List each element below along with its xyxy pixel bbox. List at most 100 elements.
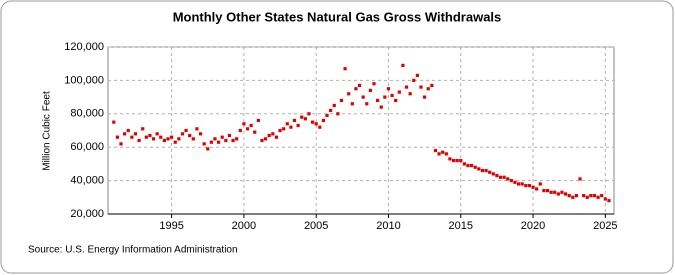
point <box>513 180 517 184</box>
point <box>596 195 600 199</box>
point <box>336 112 340 116</box>
point <box>216 140 221 144</box>
point <box>567 194 571 198</box>
point <box>191 137 195 141</box>
point <box>365 102 369 106</box>
point <box>589 194 593 198</box>
point <box>238 128 242 133</box>
point <box>123 132 127 136</box>
point <box>296 123 300 128</box>
point <box>473 165 477 169</box>
x-tick-label: 2015 <box>449 220 473 232</box>
point <box>231 138 235 143</box>
point <box>224 138 228 143</box>
point <box>455 158 459 163</box>
point <box>520 182 524 186</box>
point <box>274 135 279 139</box>
point <box>321 118 326 123</box>
point <box>133 132 138 136</box>
point <box>347 92 351 96</box>
point <box>209 140 213 144</box>
x-tick-label: 2025 <box>593 220 617 232</box>
point <box>531 185 535 189</box>
point <box>412 78 416 82</box>
point <box>538 182 542 186</box>
point <box>227 133 232 138</box>
point <box>535 187 539 191</box>
point <box>303 117 307 121</box>
point <box>112 120 116 124</box>
point <box>253 130 257 134</box>
point <box>307 112 311 116</box>
point <box>195 127 199 131</box>
point <box>545 189 550 193</box>
point <box>600 194 604 198</box>
point <box>256 118 260 123</box>
x-tick-label: 1995 <box>159 220 183 232</box>
point <box>289 125 293 129</box>
y-tick-label: 60,000 <box>70 141 104 153</box>
point <box>148 133 152 138</box>
point <box>173 140 177 144</box>
point <box>141 127 145 131</box>
point <box>560 190 564 194</box>
point <box>578 177 582 181</box>
point <box>318 125 322 129</box>
point <box>509 179 513 183</box>
point <box>260 138 264 143</box>
point <box>592 194 597 198</box>
point <box>357 83 362 88</box>
point <box>354 87 358 91</box>
point <box>235 137 239 141</box>
point <box>524 184 528 188</box>
point <box>542 189 546 193</box>
point <box>430 83 434 88</box>
point <box>498 175 503 179</box>
point <box>115 135 119 139</box>
x-tick-label: 2005 <box>304 220 328 232</box>
point <box>495 173 499 178</box>
point <box>376 98 380 103</box>
point <box>159 135 163 139</box>
point <box>394 98 398 103</box>
point <box>571 195 575 199</box>
point <box>441 150 445 154</box>
point <box>339 98 344 103</box>
point <box>206 147 210 151</box>
point <box>188 133 192 138</box>
point <box>549 190 553 194</box>
point <box>166 137 170 141</box>
point <box>162 138 166 143</box>
point <box>419 85 423 89</box>
point <box>310 120 315 124</box>
point <box>459 158 463 163</box>
point <box>372 82 376 86</box>
y-tick-label: 20,000 <box>70 208 104 220</box>
source: Source: U.S. Energy Information Administ… <box>28 245 238 256</box>
point <box>300 115 304 119</box>
y-tick-label: 120,000 <box>64 41 104 53</box>
point <box>271 132 275 136</box>
point <box>603 197 607 201</box>
point <box>329 108 333 113</box>
point <box>213 137 217 141</box>
point <box>408 92 412 96</box>
point <box>390 93 394 98</box>
point <box>198 132 203 136</box>
point <box>130 135 134 139</box>
point <box>245 127 250 131</box>
point <box>285 122 289 126</box>
point <box>368 88 372 93</box>
point <box>151 137 156 141</box>
point <box>426 87 430 91</box>
point <box>144 135 148 139</box>
y-tick-label: 100,000 <box>64 74 104 86</box>
point <box>267 133 271 138</box>
point <box>506 177 510 181</box>
point <box>126 128 130 133</box>
point <box>423 95 427 99</box>
point <box>361 95 365 99</box>
chart-title: Monthly Other States Natural Gas Gross W… <box>173 9 502 24</box>
point <box>415 73 419 77</box>
